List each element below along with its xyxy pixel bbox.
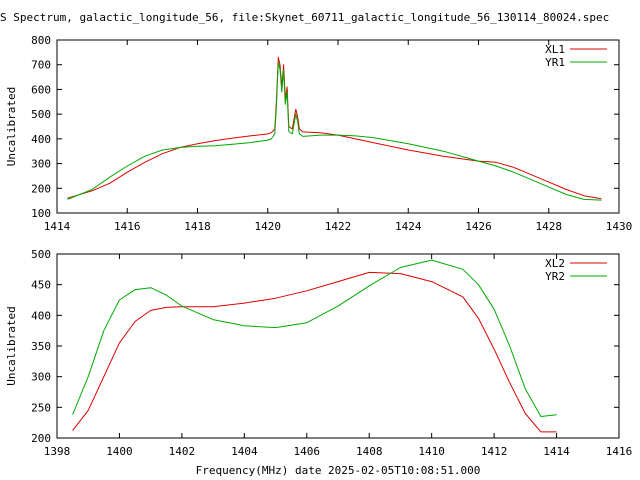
y-tick-label: 600 — [31, 83, 51, 96]
legend-label: YR1 — [545, 56, 565, 69]
y-tick-label: 450 — [31, 279, 51, 292]
upper-spectrum-panel: 1414 1416 1418 1420 1422 1424 1426 1428 1430 100 2… — [5, 34, 632, 233]
x-tick-label: 1408 — [356, 445, 383, 458]
y-tick-label: 500 — [31, 248, 51, 261]
y-tick-label: 100 — [31, 207, 51, 220]
series-line-xl2 — [72, 271, 557, 433]
y-tick-label: 400 — [31, 309, 51, 322]
x-tick-label: 1406 — [294, 445, 321, 458]
x-tick-label: 1418 — [184, 220, 211, 233]
y-tick-label: 200 — [31, 432, 51, 445]
plot-frame — [56, 39, 620, 214]
x-axis-label: Frequency(MHz) date 2025-02-05T10:08:51.… — [196, 464, 481, 477]
x-tick-label: 1400 — [106, 445, 133, 458]
legend-label: XL1 — [545, 43, 565, 56]
x-tick-label: 1426 — [465, 220, 492, 233]
x-tick-label: 1416 — [114, 220, 141, 233]
x-tick-label: 1410 — [418, 445, 445, 458]
series-line-xl1 — [67, 56, 602, 200]
series-line-yr2 — [72, 259, 557, 417]
lower-spectrum-panel: 1398 1400 1402 1404 1406 1408 1410 1412 1414 1416… — [5, 248, 632, 458]
x-tick-label: 1414 — [543, 445, 570, 458]
y-tick-label: 500 — [31, 108, 51, 121]
x-tick-label: 1398 — [44, 445, 71, 458]
y-tick-label: 300 — [31, 371, 51, 384]
y-tick-label: 400 — [31, 133, 51, 146]
x-tick-label: 1404 — [231, 445, 258, 458]
x-tick-label: 1416 — [606, 445, 633, 458]
x-tick-label: 1422 — [325, 220, 352, 233]
legend-label: YR2 — [545, 270, 565, 283]
y-tick-label: 200 — [31, 182, 51, 195]
x-tick-label: 1412 — [481, 445, 508, 458]
x-tick-label: 1430 — [606, 220, 633, 233]
y-tick-label: 300 — [31, 158, 51, 171]
y-tick-label: 350 — [31, 340, 51, 353]
y-tick-label: 800 — [31, 34, 51, 47]
x-tick-label: 1402 — [169, 445, 196, 458]
x-tick-label: 1424 — [395, 220, 422, 233]
legend-label: XL2 — [545, 257, 565, 270]
y-axis-label: Uncalibrated — [5, 87, 18, 166]
x-tick-label: 1414 — [44, 220, 71, 233]
y-tick-label: 250 — [31, 401, 51, 414]
x-tick-label: 1420 — [255, 220, 282, 233]
x-tick-label: 1428 — [536, 220, 563, 233]
series-line-yr1 — [67, 61, 602, 201]
chart-title: S Spectrum, galactic_longitude_56, file:… — [0, 11, 609, 24]
y-axis-label: Uncalibrated — [5, 306, 18, 385]
y-tick-label: 700 — [31, 59, 51, 72]
